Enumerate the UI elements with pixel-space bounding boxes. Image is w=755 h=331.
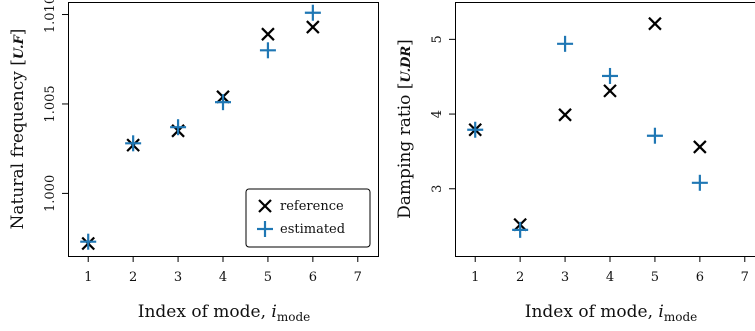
estimated-point-2 [512,221,529,238]
y-tick-label: 1.005 [43,85,58,122]
estimated-point-4 [215,94,231,111]
y-tick-label: 1.010 [43,0,58,33]
estimated-point-3 [557,35,574,52]
legend-estimated-label: estimated [280,222,345,237]
estimated-point-2 [125,135,142,152]
y-axis-label: Damping ratio [U.DR] [395,39,415,219]
estimated-point-6 [691,174,708,191]
estimated-point-4 [602,67,618,84]
legend: reference estimated [245,188,371,248]
estimated-point-1 [80,233,97,250]
x-tick-label: 2 [129,270,137,285]
x-tick-label: 1 [471,270,479,285]
x-tick-label: 5 [264,270,272,285]
reference-point-6 [306,20,320,34]
estimated-point-1 [467,121,484,138]
x-tick-label: 6 [696,270,704,285]
plot-frame [455,2,755,257]
legend-reference-marker [258,199,272,213]
estimated-point-5 [259,42,276,59]
x-tick-label: 7 [354,270,362,285]
legend-box [245,188,371,248]
reference-point-3 [558,108,572,122]
y-tick-label: 1.000 [43,175,58,212]
y-tick-label: 5 [430,35,445,43]
x-tick-label: 1 [84,270,92,285]
estimated-point-5 [646,127,663,144]
x-axis-label: Index of mode, imode [525,302,697,324]
y-tick-label: 3 [430,185,445,193]
x-tick-label: 4 [606,270,614,285]
legend-reference-label: reference [280,199,344,214]
y-axis-label: Natural frequency [U.F] [8,29,28,230]
x-tick-label: 7 [741,270,749,285]
chart-panel-1: 1 2 3 4 5 6 7 1.000 1.005 1.010 Index of mode, imo… [8,0,379,324]
reference-point-5 [648,16,662,31]
x-tick-label: 2 [516,270,524,285]
reference-point-4 [603,84,617,98]
x-tick-label: 3 [174,270,182,285]
reference-point-6 [693,140,707,154]
x-tick-label: 3 [561,270,569,285]
x-axis-label: Index of mode, imode [138,302,310,324]
reference-point-5 [261,27,275,41]
chart-panel-2: 1 2 3 4 5 6 7 3 4 5 Index of mode, imode Damping ra… [395,2,755,324]
estimated-point-6 [304,4,321,21]
estimated-point-3 [170,119,187,136]
x-tick-label: 4 [219,270,227,285]
legend-estimated-marker [257,221,273,237]
x-tick-label: 5 [651,270,659,285]
x-tick-label: 6 [309,270,317,285]
y-tick-label: 4 [430,110,445,118]
